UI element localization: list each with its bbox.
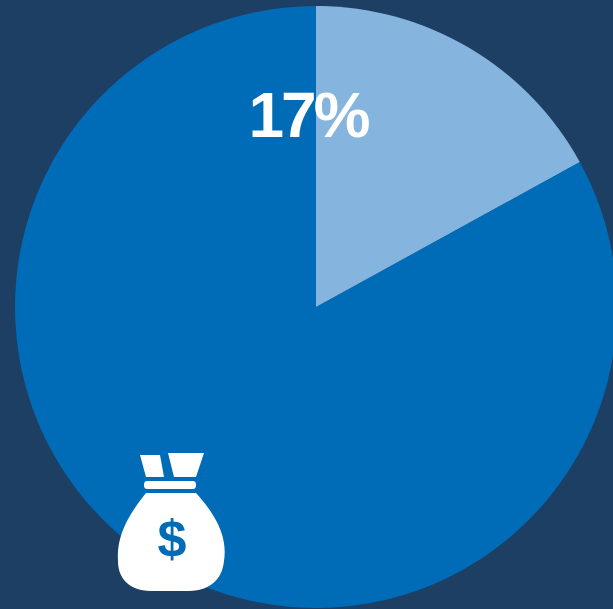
pie [15, 6, 613, 608]
svg-text:$: $ [158, 511, 187, 569]
money-bag-icon: $ [117, 453, 225, 591]
pie-slice [15, 6, 613, 608]
data-label: 17% [248, 79, 369, 151]
pie-slice [316, 6, 580, 307]
labels: 17% [248, 79, 372, 151]
